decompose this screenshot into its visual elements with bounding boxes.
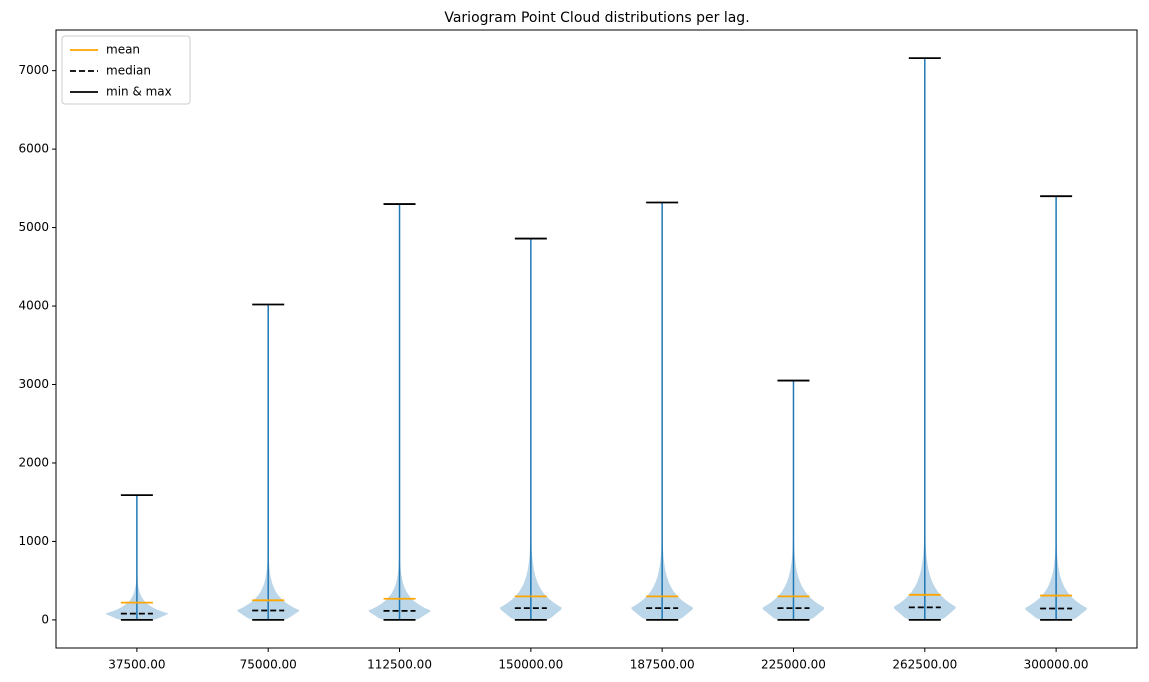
x-tick-label: 225000.00: [761, 658, 826, 672]
x-tick-label: 75000.00: [240, 658, 297, 672]
legend-label: median: [106, 64, 151, 78]
legend-label: min & max: [106, 85, 172, 99]
chart-title: Variogram Point Cloud distributions per …: [444, 10, 749, 26]
x-tick-label: 112500.00: [367, 658, 432, 672]
y-tick-label: 4000: [18, 299, 49, 313]
y-tick-label: 0: [41, 612, 49, 626]
y-tick-label: 5000: [18, 220, 49, 234]
x-tick-label: 37500.00: [108, 658, 165, 672]
y-tick-label: 1000: [18, 534, 49, 548]
plot-frame: [55, 29, 1138, 649]
x-tick-label: 300000.00: [1024, 658, 1089, 672]
y-tick-label: 6000: [18, 142, 49, 156]
legend-label: mean: [106, 43, 140, 57]
y-tick-label: 3000: [18, 377, 49, 391]
y-tick-label: 2000: [18, 455, 49, 469]
y-tick-label: 7000: [18, 63, 49, 77]
legend: mean median min & max: [61, 35, 191, 105]
x-tick-label: 262500.00: [892, 658, 957, 672]
x-tick-label: 187500.00: [630, 658, 695, 672]
legend-box: [61, 35, 191, 105]
x-tick-label: 150000.00: [498, 658, 563, 672]
